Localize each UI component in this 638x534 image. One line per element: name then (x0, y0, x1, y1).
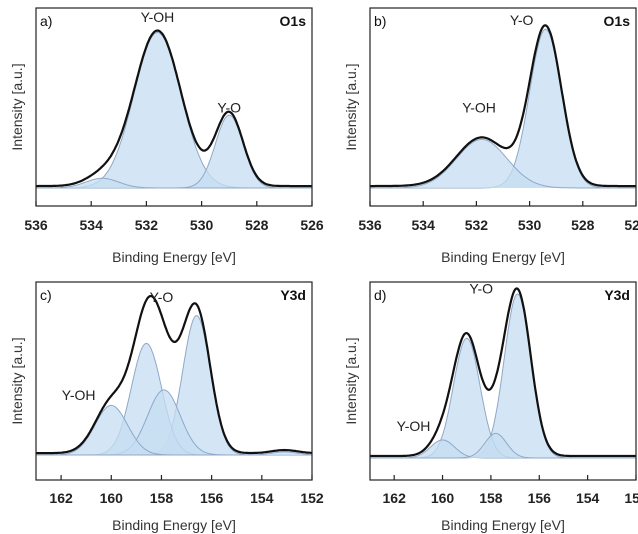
peak-fill-3 (370, 440, 636, 458)
region-label: O1s (280, 13, 307, 29)
plot-area (36, 294, 312, 456)
panel-label: b) (374, 13, 386, 29)
plot-area (370, 24, 636, 189)
peak-fill-4 (36, 405, 312, 455)
peak-fill-1 (36, 32, 312, 188)
peak-annotation: Y-O (150, 289, 174, 305)
x-tick-label: 530 (518, 217, 542, 233)
y-axis-label: Intensity [a.u.] (9, 63, 25, 150)
x-tick-label: 532 (135, 217, 159, 233)
x-tick-label: 526 (300, 217, 324, 233)
peak-annotation: Y-O (217, 100, 241, 116)
x-tick-label: 154 (250, 490, 274, 506)
panel-label: c) (40, 287, 52, 303)
region-label: Y3d (604, 287, 630, 303)
y-axis-label: Intensity [a.u.] (9, 337, 25, 424)
peak-annotation: Y-OH (462, 100, 496, 116)
x-tick-label: 528 (571, 217, 595, 233)
x-tick-label: 162 (383, 490, 407, 506)
x-axis-label: Binding Energy [eV] (112, 517, 236, 533)
x-tick-label: 156 (528, 490, 552, 506)
panel-b: 536 534 532 530 528 526 Binding Energy [eV] Int… (343, 7, 638, 265)
peak-annotation: Y-O (510, 12, 534, 28)
x-axis-label: Binding Energy [eV] (441, 249, 565, 265)
x-tick-label: 532 (465, 217, 489, 233)
plot-frame (369, 281, 637, 481)
region-label: Y3d (280, 287, 306, 303)
peak-annotation: Y-OH (141, 9, 175, 25)
peak-fill-3 (36, 389, 312, 455)
region-label: O1s (604, 13, 631, 29)
x-tick-label: 154 (576, 490, 600, 506)
plot-frame (35, 281, 313, 481)
x-tick-label: 534 (412, 217, 436, 233)
plot-area (36, 29, 312, 189)
peak-annotation: Y-OH (397, 418, 431, 434)
envelope-line (370, 287, 636, 458)
x-tick-label: 162 (49, 490, 73, 506)
x-tick-label: 158 (150, 490, 174, 506)
panel-d: 162 160 158 156 154 152 Binding Energy [eV] Int… (343, 280, 638, 533)
x-axis-label: Binding Energy [eV] (112, 249, 236, 265)
panel-a: 536 534 532 530 528 526 Binding Energy [eV] Int… (9, 7, 324, 265)
panel-label: d) (374, 287, 386, 303)
peak-fill-1 (370, 29, 636, 188)
peak-fill-1 (370, 294, 636, 458)
x-tick-label: 160 (431, 490, 455, 506)
envelope-line (370, 24, 636, 188)
panel-label: a) (40, 13, 52, 29)
peak-line-4 (370, 432, 636, 459)
envelope-line (36, 294, 312, 455)
y-axis-label: Intensity [a.u.] (343, 63, 359, 150)
x-tick-label: 536 (24, 217, 48, 233)
peak-fill-3 (36, 178, 312, 188)
panel-c: 162 160 158 156 154 152 Binding Energy [eV] Int… (9, 281, 324, 533)
peak-fill-2 (370, 139, 636, 188)
x-tick-label: 536 (358, 217, 382, 233)
envelope-line (36, 29, 312, 188)
plot-frame (369, 7, 637, 207)
x-tick-label: 530 (190, 217, 214, 233)
x-tick-label: 534 (80, 217, 104, 233)
x-tick-label: 526 (624, 217, 638, 233)
peak-line-3 (36, 177, 312, 189)
x-tick-label: 156 (200, 490, 224, 506)
peak-annotation: Y-OH (62, 387, 96, 403)
peak-annotation: Y-O (469, 280, 493, 296)
x-tick-label: 528 (245, 217, 269, 233)
x-tick-label: 158 (479, 490, 503, 506)
plot-frame (35, 7, 313, 207)
peak-fill-4 (370, 433, 636, 458)
x-tick-label: 160 (100, 490, 124, 506)
y-axis-label: Intensity [a.u.] (343, 337, 359, 424)
peak-fill-2 (36, 115, 312, 188)
peak-line-2 (370, 138, 636, 189)
peak-line-5 (36, 451, 312, 456)
plot-area (370, 287, 636, 459)
x-axis-label: Binding Energy [eV] (441, 517, 565, 533)
x-tick-label: 152 (300, 490, 324, 506)
x-tick-label: 152 (624, 490, 638, 506)
